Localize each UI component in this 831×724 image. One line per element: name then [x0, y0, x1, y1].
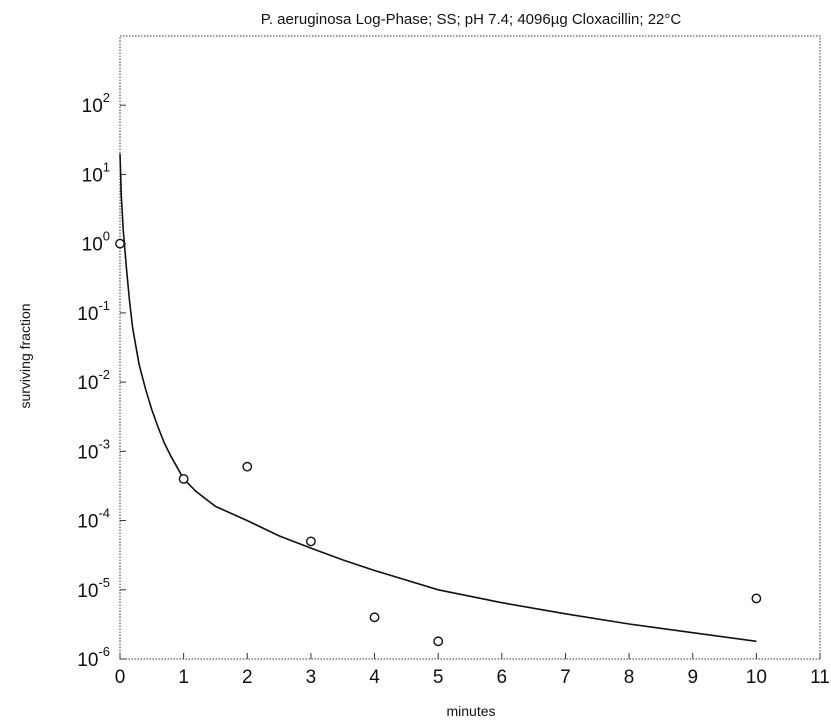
- x-tick-label: 11: [810, 667, 830, 688]
- data-point: [115, 238, 125, 249]
- y-tick-label: 10-5: [77, 575, 110, 602]
- x-tick-label: 8: [624, 667, 635, 688]
- data-point: [751, 593, 762, 604]
- plot-area-frame: [119, 35, 821, 660]
- y-tick-label: 10-6: [77, 644, 110, 671]
- x-tick-label: 5: [433, 667, 444, 688]
- y-tick-label: 101: [82, 159, 110, 186]
- x-tick-label: 7: [560, 667, 571, 688]
- x-axis: 0 1 2 3 4 5 6 7 8 9 10 11: [115, 653, 830, 688]
- data-point: [369, 612, 380, 623]
- data-point: [178, 473, 189, 484]
- y-axis-label: surviving fraction: [17, 303, 33, 408]
- x-tick-label: 4: [369, 667, 380, 688]
- y-tick-label: 100: [82, 229, 110, 256]
- x-tick-label: 0: [115, 667, 126, 688]
- x-axis-label: minutes: [446, 703, 495, 719]
- chart-title: P. aeruginosa Log-Phase; SS; pH 7.4; 409…: [261, 11, 682, 28]
- data-points-layer: [115, 238, 762, 647]
- x-tick-label: 9: [687, 667, 698, 688]
- y-tick-label: 10-1: [77, 298, 110, 325]
- data-point: [433, 636, 444, 647]
- y-tick-label: 10-3: [77, 436, 110, 463]
- x-tick-label: 1: [178, 667, 189, 688]
- y-tick-label: 102: [82, 90, 110, 117]
- x-tick-label: 6: [497, 667, 508, 688]
- fitted-curve: [119, 153, 757, 643]
- data-point: [242, 461, 253, 472]
- y-tick-label: 10-4: [77, 506, 110, 533]
- x-tick-label: 10: [746, 667, 767, 688]
- x-tick-label: 3: [306, 667, 317, 688]
- y-axis: 10-6 10-5 10-4 10-3 10-2 10-1 100 101 102: [77, 90, 126, 671]
- x-tick-label: 2: [242, 667, 253, 688]
- fitted-curve-layer: [119, 153, 757, 643]
- data-point: [306, 536, 316, 547]
- y-tick-label: 10-2: [77, 367, 110, 394]
